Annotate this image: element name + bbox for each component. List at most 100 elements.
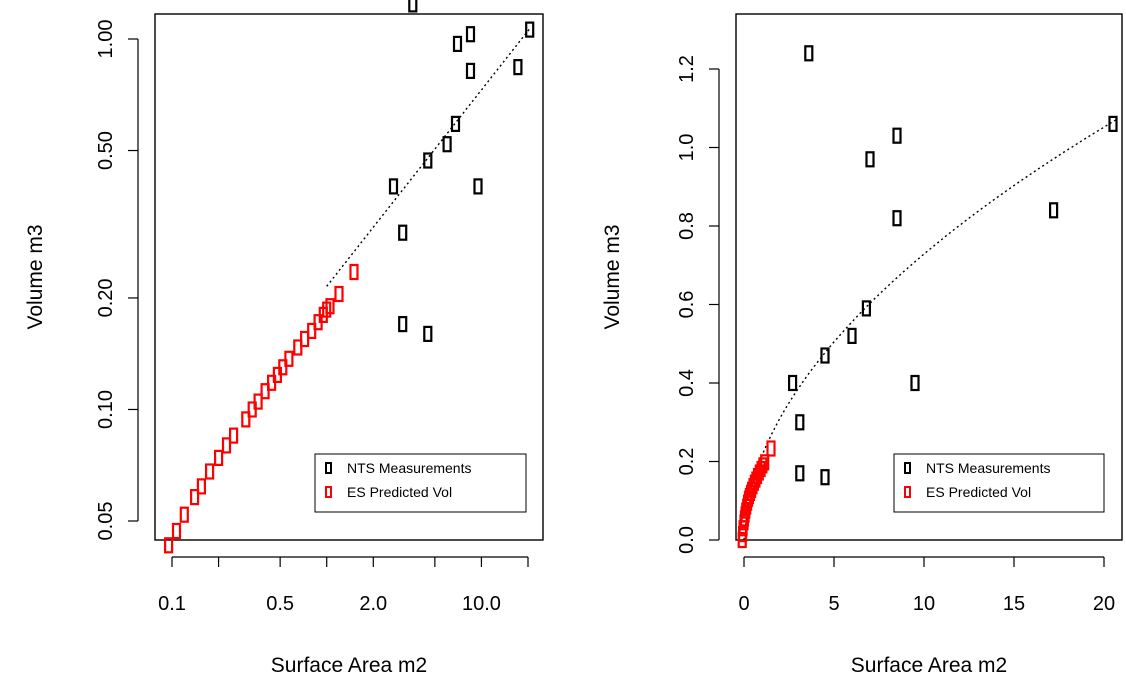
x-tick-label: 5 xyxy=(828,593,839,615)
right-legend-box xyxy=(893,453,1105,513)
y-tick-label: 0.6 xyxy=(676,291,698,319)
es-predicted-point xyxy=(171,522,182,540)
right-legend-es-label: ES Predicted Vol xyxy=(926,484,1031,500)
left-legend-es-label: ES Predicted Vol xyxy=(347,484,452,500)
nts-measurement-point xyxy=(423,152,433,169)
right-legend-nts-label: NTS Measurements xyxy=(926,460,1050,476)
es-predicted-point xyxy=(300,330,310,348)
left-fit-curve xyxy=(326,28,531,287)
y-tick-label: 1.00 xyxy=(95,20,117,59)
y-tick-label: 0.05 xyxy=(95,502,117,541)
right-y-axis-title: Volume m3 xyxy=(601,224,624,329)
nts-measurement-point xyxy=(820,347,830,364)
es-predicted-point xyxy=(190,489,200,506)
nts-measurement-point xyxy=(1108,115,1118,133)
nts-measurement-point xyxy=(861,300,872,317)
right-fit-line xyxy=(743,117,1119,540)
left-x-axis: 0.1 0.5 2.0 10.0 xyxy=(158,556,529,615)
nts-measurement-point xyxy=(513,58,523,76)
y-tick-label: 0.4 xyxy=(676,369,698,397)
x-tick-label: 0.5 xyxy=(266,593,294,615)
es-predicted-point xyxy=(229,427,239,444)
nts-measurement-point xyxy=(465,26,476,43)
nts-measurement-point xyxy=(388,178,399,195)
left-x-axis-title: Surface Area m2 xyxy=(271,654,427,677)
es-predicted-point xyxy=(214,449,224,466)
y-tick-label: 1.2 xyxy=(676,55,698,83)
es-predicted-point xyxy=(196,478,206,495)
y-tick-label: 0.20 xyxy=(95,278,117,317)
left-nts-series xyxy=(388,0,535,342)
es-predicted-point xyxy=(293,339,303,356)
y-tick-label: 0.10 xyxy=(95,390,117,429)
nts-measurement-point xyxy=(865,151,875,168)
left-y-axis: 0.05 0.10 0.20 0.50 1.00 xyxy=(95,20,139,541)
y-tick-label: 0.0 xyxy=(676,526,698,554)
nts-measurement-point xyxy=(787,374,798,392)
x-tick-label: 20 xyxy=(1093,593,1115,615)
es-predicted-point xyxy=(179,506,189,523)
right-es-series xyxy=(737,440,776,549)
nts-measurement-point xyxy=(847,327,857,344)
es-predicted-point xyxy=(334,285,344,303)
left-legend-es-symbol xyxy=(325,486,332,498)
es-predicted-point xyxy=(307,322,317,339)
nts-measurement-point xyxy=(820,469,830,486)
nts-measurement-point xyxy=(1048,202,1059,219)
nts-measurement-point xyxy=(473,178,483,195)
right-x-axis: 0 5 10 15 20 xyxy=(738,556,1115,615)
nts-measurement-point xyxy=(450,115,461,133)
nts-measurement-point xyxy=(795,465,805,482)
nts-measurement-point xyxy=(452,35,463,53)
right-nts-series xyxy=(787,45,1118,486)
nts-measurement-point xyxy=(442,136,452,153)
nts-measurement-point xyxy=(408,0,418,13)
es-predicted-point xyxy=(284,350,294,367)
es-predicted-point xyxy=(758,457,768,474)
nts-measurement-point xyxy=(795,414,805,431)
es-predicted-point xyxy=(349,263,359,281)
nts-measurement-point xyxy=(398,316,408,333)
right-panel: 0 5 10 15 20 0.0 0.2 0.4 0.6 0.8 1.0 1.2 Surface A… xyxy=(601,13,1123,677)
left-legend-box xyxy=(314,453,527,513)
left-es-series xyxy=(164,263,359,554)
right-legend: NTS Measurements ES Predicted Vol xyxy=(893,453,1105,513)
es-predicted-point xyxy=(253,393,263,410)
es-predicted-point xyxy=(164,537,174,554)
y-tick-label: 0.8 xyxy=(676,212,698,240)
es-predicted-point xyxy=(760,454,770,471)
nts-measurement-point xyxy=(804,45,814,62)
right-y-axis: 0.0 0.2 0.4 0.6 0.8 1.0 1.2 xyxy=(676,55,720,554)
y-tick-label: 0.2 xyxy=(676,448,698,476)
left-legend: NTS Measurements ES Predicted Vol xyxy=(314,453,527,513)
left-legend-nts-label: NTS Measurements xyxy=(347,460,471,476)
right-x-axis-title: Surface Area m2 xyxy=(851,654,1007,677)
left-panel: 0.1 0.5 2.0 10.0 0.05 0.10 0.20 0.50 1.00 Surfa… xyxy=(24,0,544,677)
x-tick-label: 0 xyxy=(738,593,749,615)
es-predicted-point xyxy=(221,437,232,454)
nts-measurement-point xyxy=(423,325,433,342)
nts-measurement-point xyxy=(910,374,920,392)
nts-measurement-point xyxy=(398,224,408,241)
es-predicted-point xyxy=(205,463,215,480)
left-legend-nts-symbol xyxy=(325,462,332,474)
x-tick-label: 10.0 xyxy=(462,593,501,615)
nts-measurement-point xyxy=(465,62,476,80)
right-legend-es-symbol xyxy=(904,486,911,498)
x-tick-label: 10 xyxy=(913,593,935,615)
es-predicted-point xyxy=(241,411,251,428)
x-tick-label: 2.0 xyxy=(359,593,387,615)
left-fit-line xyxy=(326,28,531,287)
right-plot-frame xyxy=(735,13,1123,541)
nts-measurement-point xyxy=(892,127,902,144)
y-tick-label: 1.0 xyxy=(676,134,698,162)
left-y-axis-title: Volume m3 xyxy=(24,224,47,329)
right-legend-nts-symbol xyxy=(904,462,911,474)
right-fit-curve xyxy=(743,117,1119,540)
x-tick-label: 15 xyxy=(1003,593,1025,615)
es-predicted-point xyxy=(325,298,335,315)
nts-measurement-point xyxy=(892,210,902,227)
x-tick-label: 0.1 xyxy=(158,593,186,615)
es-predicted-point xyxy=(260,383,270,400)
